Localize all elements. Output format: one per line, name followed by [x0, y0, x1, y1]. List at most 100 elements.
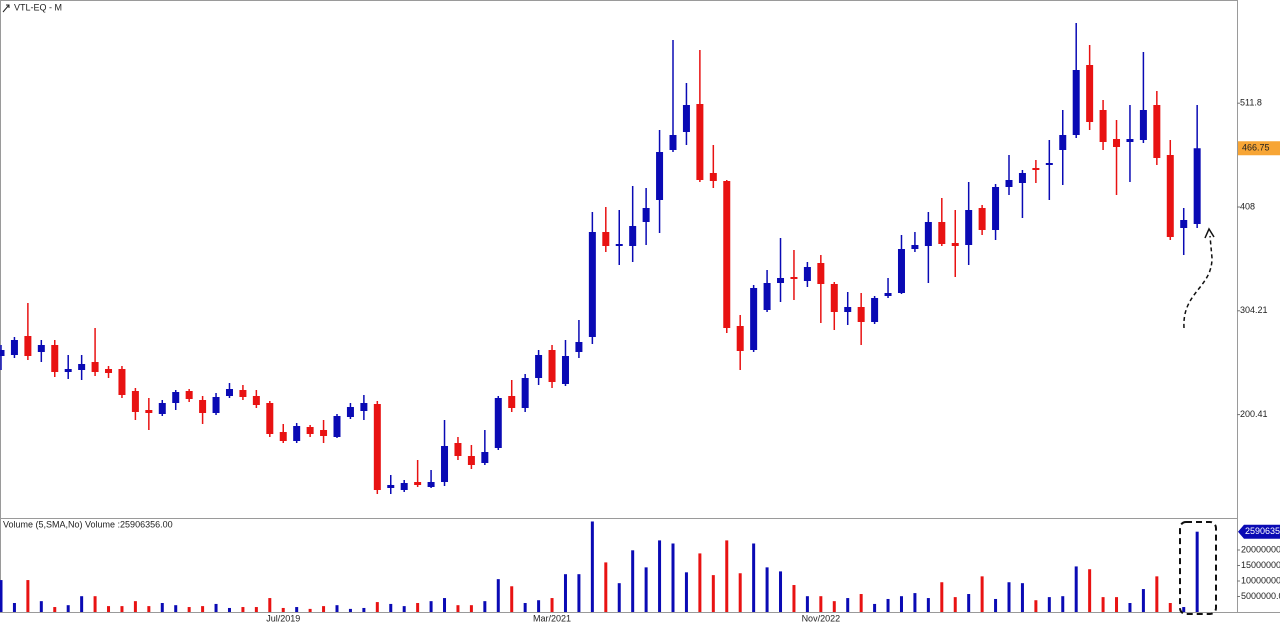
candle-body: [924, 222, 932, 246]
volume-bar: [39, 601, 43, 612]
volume-bar: [107, 606, 111, 612]
volume-bar: [563, 574, 567, 612]
volume-bar: [322, 606, 326, 612]
volume-bar: [752, 543, 756, 612]
y-tick-label: 5000000.00: [1241, 591, 1280, 601]
candle-body: [575, 342, 583, 352]
volume-bar: [1195, 531, 1199, 612]
annotation-arrow: [1183, 235, 1213, 329]
volume-title: Volume (5,SMA,No) Volume :25906356.00: [3, 519, 173, 529]
volume-bar: [201, 606, 205, 612]
candle-body: [803, 267, 811, 281]
candle-body: [333, 416, 341, 437]
candle-body: [911, 245, 919, 249]
candle-body: [494, 398, 502, 448]
candle-body: [10, 340, 18, 355]
candle-body: [400, 483, 408, 490]
volume-bar: [590, 521, 594, 612]
volume-bar: [832, 601, 836, 612]
candle-body: [1045, 163, 1053, 165]
volume-bar: [711, 575, 715, 612]
x-tick-label: Nov/2022: [802, 613, 841, 623]
candle-body: [696, 104, 704, 180]
volume-bar: [268, 598, 272, 612]
volume-bar: [362, 607, 366, 612]
candle-body: [561, 356, 569, 384]
volume-bar: [227, 607, 231, 612]
candle-body: [1099, 110, 1107, 142]
volume-bar: [1047, 597, 1051, 612]
candle-body: [199, 400, 207, 413]
candle-body: [992, 187, 1000, 230]
volume-bar: [483, 601, 487, 612]
volume-bar: [604, 562, 608, 612]
candle-body: [158, 403, 166, 414]
candle-body: [441, 446, 449, 482]
candle-body: [239, 390, 247, 397]
candle-body: [360, 403, 368, 411]
candle-body: [252, 396, 260, 405]
candle-body: [225, 389, 233, 396]
volume-bar: [1155, 576, 1159, 612]
candle-body: [548, 350, 556, 382]
candle-body: [346, 407, 354, 417]
candle-body: [535, 355, 543, 378]
volume-bar: [886, 598, 890, 612]
candle-body: [857, 307, 865, 322]
candle-body: [1072, 70, 1080, 135]
volume-bar: [846, 598, 850, 612]
volume-bar: [66, 605, 70, 612]
y-tick-label: 408: [1240, 201, 1255, 211]
volume-bar: [348, 608, 352, 612]
arrow-head: [1204, 227, 1215, 239]
volume-bar: [254, 607, 258, 612]
last-price-tag: [1238, 141, 1280, 156]
candle-body: [602, 232, 610, 246]
volume-bar: [429, 601, 433, 612]
volume-bar: [658, 540, 662, 612]
candle-body: [1086, 65, 1094, 122]
candle-body: [897, 249, 905, 293]
volume-bar: [779, 571, 783, 612]
candle-body: [736, 326, 744, 351]
last-volume-tag: [1238, 524, 1280, 539]
candle-body: [91, 362, 99, 372]
candle-body: [830, 284, 838, 312]
candle-body: [172, 392, 180, 403]
candle-body: [1018, 173, 1026, 183]
candle-body: [750, 288, 758, 350]
volume-bar: [805, 596, 809, 612]
candle-body: [427, 482, 435, 487]
candle-body: [78, 364, 86, 370]
candle-body: [293, 426, 301, 441]
candle-body: [387, 485, 395, 488]
candle-body: [1113, 139, 1121, 147]
volume-bar: [577, 574, 581, 612]
volume-bar: [926, 598, 930, 612]
volume-bar: [617, 583, 621, 612]
candle-body: [373, 404, 381, 490]
candle-body: [1032, 168, 1040, 170]
y-tick-label: 304.21: [1240, 305, 1268, 315]
volume-bar: [1128, 603, 1132, 612]
volume-bar: [792, 585, 796, 612]
candle-body: [24, 336, 32, 356]
candle-body: [212, 397, 220, 413]
volume-bar: [1115, 597, 1119, 612]
volume-bar: [375, 602, 379, 612]
candle-body: [508, 396, 516, 408]
candle-body: [629, 226, 637, 246]
volume-bar: [402, 606, 406, 612]
volume-bar: [1020, 583, 1024, 612]
candle-body: [951, 243, 959, 246]
volume-bar: [187, 607, 191, 612]
volume-bar: [416, 603, 420, 612]
candle-body: [1166, 155, 1174, 237]
volume-bar: [335, 605, 339, 612]
volume-bar: [899, 596, 903, 612]
volume-bar: [0, 580, 3, 612]
volume-bar: [1168, 603, 1172, 612]
volume-bar: [725, 540, 729, 612]
